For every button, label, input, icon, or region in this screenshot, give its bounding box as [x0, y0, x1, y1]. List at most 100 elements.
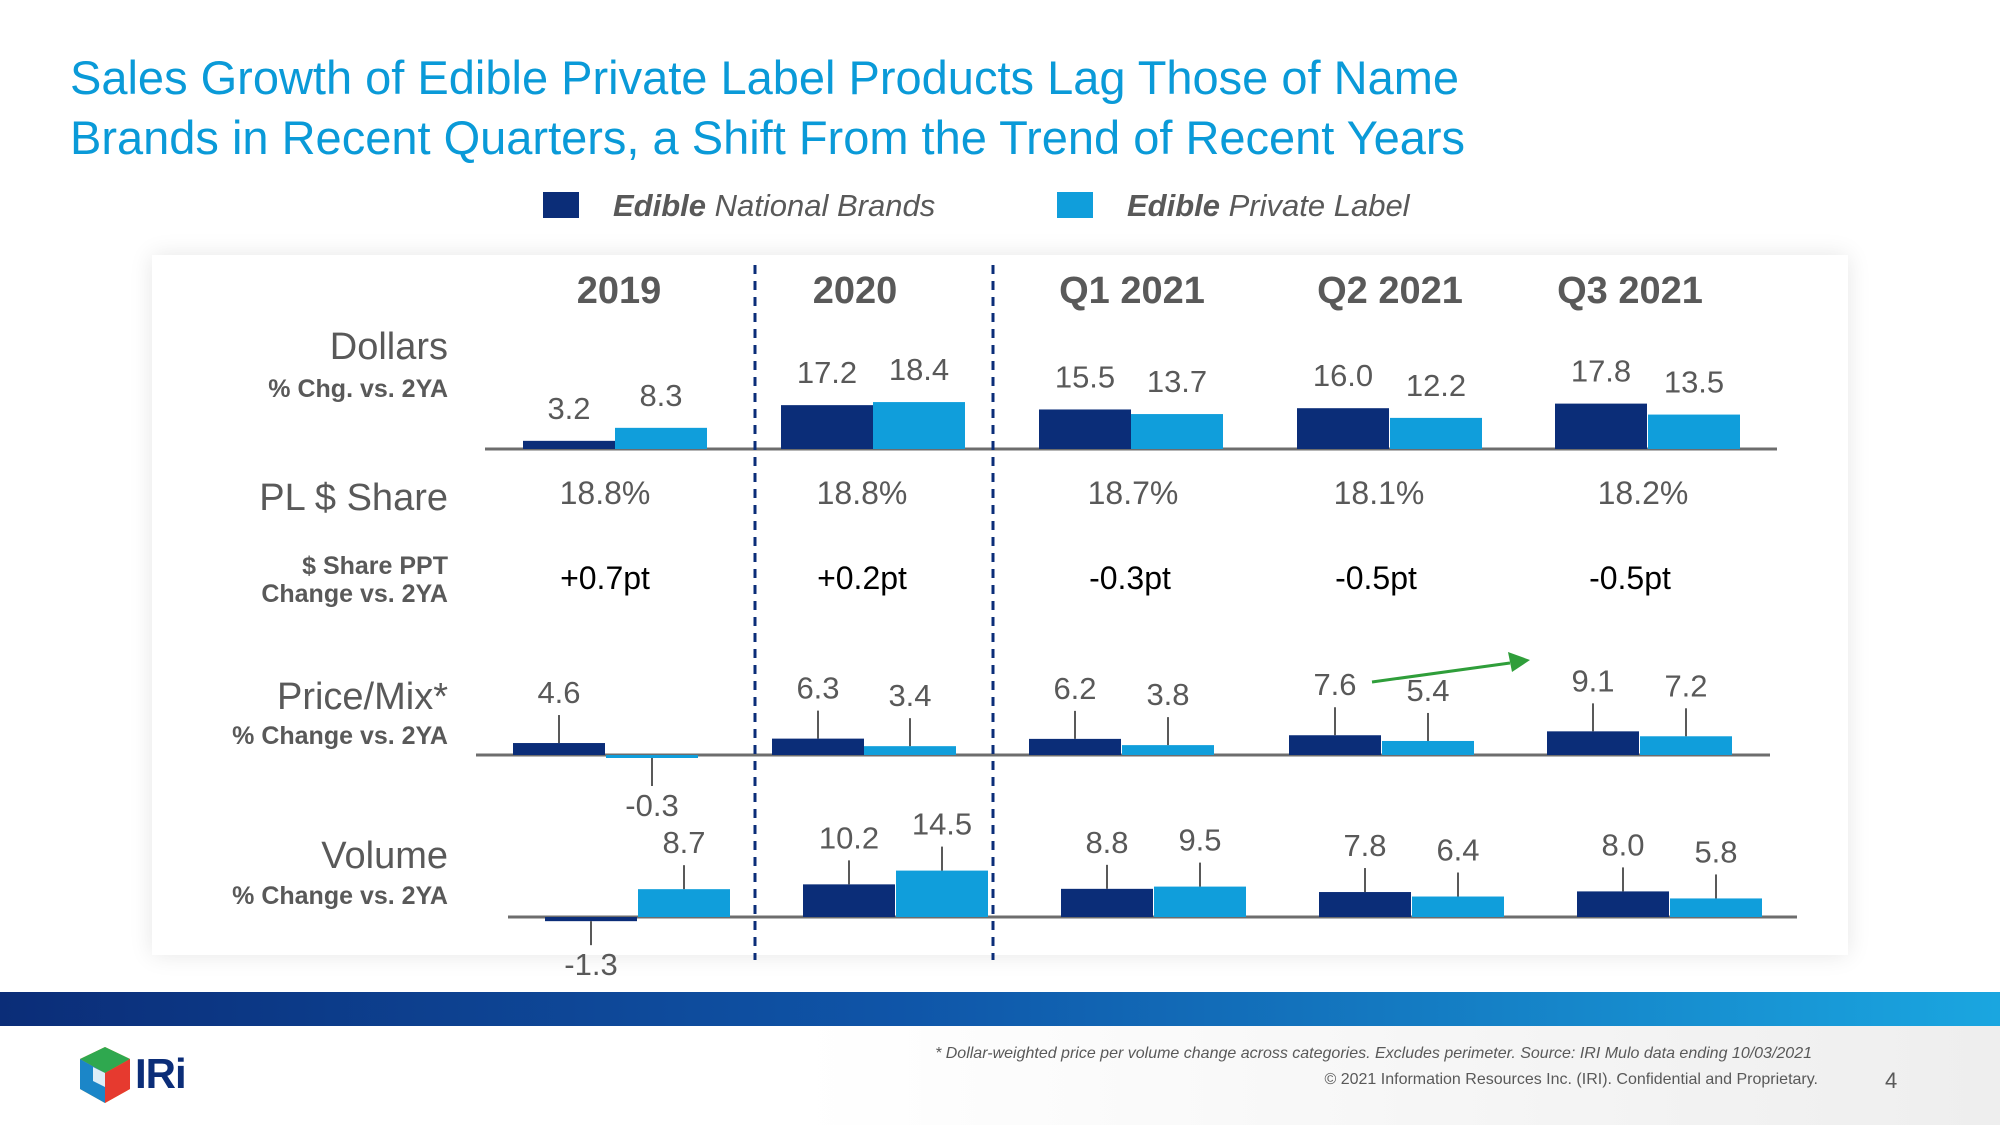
period-header: Q2 2021	[1317, 270, 1463, 312]
data-label: 17.8	[1571, 354, 1631, 389]
ppt-change-value: +0.7pt	[560, 560, 650, 596]
data-label: 3.4	[888, 678, 931, 713]
title-line-2: Brands in Recent Quarters, a Shift From …	[70, 111, 1466, 164]
price-mix-label: Price/Mix*	[276, 676, 448, 718]
footnote: * Dollar-weighted price per volume chang…	[935, 1045, 1812, 1062]
footer-band	[0, 992, 2000, 1026]
period-header: 2019	[576, 270, 662, 312]
data-label: 7.8	[1343, 828, 1386, 863]
price-mix-sublabel: % Change vs. 2YA	[232, 722, 448, 750]
ppt-change-value: -0.3pt	[1089, 560, 1171, 596]
data-label: 13.7	[1147, 364, 1207, 399]
trend-arrow-head	[1508, 652, 1530, 672]
data-label: 8.7	[662, 825, 705, 860]
ppt-label-line-1: $ Share PPT	[302, 552, 448, 580]
bar-private-label	[606, 755, 698, 758]
data-label: -0.3	[625, 788, 678, 823]
data-label: 7.2	[1664, 668, 1707, 703]
dollars-sublabel: % Chg. vs. 2YA	[268, 375, 448, 403]
legend-private-bold: Edible	[1127, 188, 1221, 223]
bar-private-label	[1131, 414, 1223, 449]
ppt-change-value: +0.2pt	[817, 560, 907, 596]
bar-national-brands	[513, 743, 605, 755]
ppt-change-value: -0.5pt	[1589, 560, 1671, 596]
bar-private-label	[873, 402, 965, 449]
data-label: 8.8	[1085, 825, 1128, 860]
pl-share-value: 18.2%	[1597, 475, 1689, 511]
bar-national-brands	[1061, 888, 1153, 917]
legend-private-label: Private Label	[1220, 188, 1410, 223]
ppt-change-value: -0.5pt	[1335, 560, 1417, 596]
bar-private-label	[1670, 898, 1762, 917]
data-label: 13.5	[1664, 365, 1724, 400]
slide-title: Sales Growth of Edible Private Label Pro…	[70, 48, 1770, 168]
bar-private-label	[1390, 417, 1482, 449]
pl-share-value: 18.1%	[1333, 475, 1425, 511]
bar-national-brands	[1547, 731, 1639, 755]
iri-logo-icon	[80, 1047, 130, 1103]
legend-national-bold: Edible	[613, 188, 707, 223]
legend-national-label: National Brands	[706, 188, 936, 223]
data-label: 14.5	[912, 807, 972, 842]
copyright: © 2021 Information Resources Inc. (IRI).…	[1324, 1071, 1819, 1088]
data-label: -1.3	[564, 947, 617, 982]
data-label: 8.0	[1601, 827, 1644, 862]
data-label: 9.5	[1178, 823, 1221, 858]
pl-share-value: 18.7%	[1087, 475, 1179, 511]
data-label: 3.2	[547, 391, 590, 426]
period-header: Q1 2021	[1059, 270, 1205, 312]
bar-national-brands	[803, 884, 895, 917]
data-label: 5.4	[1406, 673, 1449, 708]
bar-national-brands	[1555, 403, 1647, 449]
legend-swatch-private	[1057, 192, 1093, 218]
data-label: 15.5	[1055, 359, 1115, 394]
bar-private-label	[1640, 736, 1732, 755]
chart-panel	[152, 255, 1848, 955]
bar-national-brands	[772, 738, 864, 755]
bar-private-label	[864, 746, 956, 755]
legend-swatch-national	[543, 192, 579, 218]
bar-national-brands	[781, 405, 873, 449]
bar-private-label	[1648, 414, 1740, 449]
data-label: 8.3	[639, 378, 682, 413]
data-label: 10.2	[819, 820, 879, 855]
bar-private-label	[896, 870, 988, 917]
dollars-label: Dollars	[329, 326, 448, 368]
ppt-label-line-2: Change vs. 2YA	[261, 580, 448, 608]
data-label: 6.4	[1436, 833, 1479, 868]
volume-sublabel: % Change vs. 2YA	[232, 882, 448, 910]
bar-private-label	[1412, 896, 1504, 917]
data-label: 7.6	[1313, 667, 1356, 702]
data-label: 4.6	[537, 675, 580, 710]
logo-wordmark: IRi	[135, 1050, 187, 1097]
trend-arrow-line	[1371, 661, 1511, 684]
period-header: 2020	[812, 270, 898, 312]
volume-label: Volume	[321, 835, 448, 877]
data-label: 3.8	[1146, 677, 1189, 712]
data-label: 16.0	[1313, 358, 1373, 393]
data-label: 18.4	[889, 352, 949, 387]
data-label: 5.8	[1694, 834, 1737, 869]
bar-national-brands	[1029, 738, 1121, 755]
bar-national-brands	[1319, 892, 1411, 917]
bar-private-label	[638, 889, 730, 917]
bar-national-brands	[523, 440, 615, 449]
bar-private-label	[1122, 745, 1214, 755]
data-label: 9.1	[1571, 663, 1614, 698]
bar-national-brands	[1297, 408, 1389, 449]
data-label: 12.2	[1406, 368, 1466, 403]
title-line-1: Sales Growth of Edible Private Label Pro…	[70, 51, 1460, 104]
pl-share-value: 18.8%	[559, 475, 651, 511]
data-label: 6.2	[1053, 671, 1096, 706]
footer-background	[0, 1026, 2000, 1125]
pl-share-label: PL $ Share	[259, 477, 448, 519]
bar-private-label	[1154, 886, 1246, 917]
bar-national-brands	[1289, 735, 1381, 755]
data-label: 17.2	[797, 355, 857, 390]
page-number: 4	[1885, 1068, 1898, 1093]
pl-share-value: 18.8%	[816, 475, 908, 511]
bar-national-brands	[545, 917, 637, 922]
bar-private-label	[1382, 740, 1474, 755]
bar-private-label	[615, 427, 707, 449]
